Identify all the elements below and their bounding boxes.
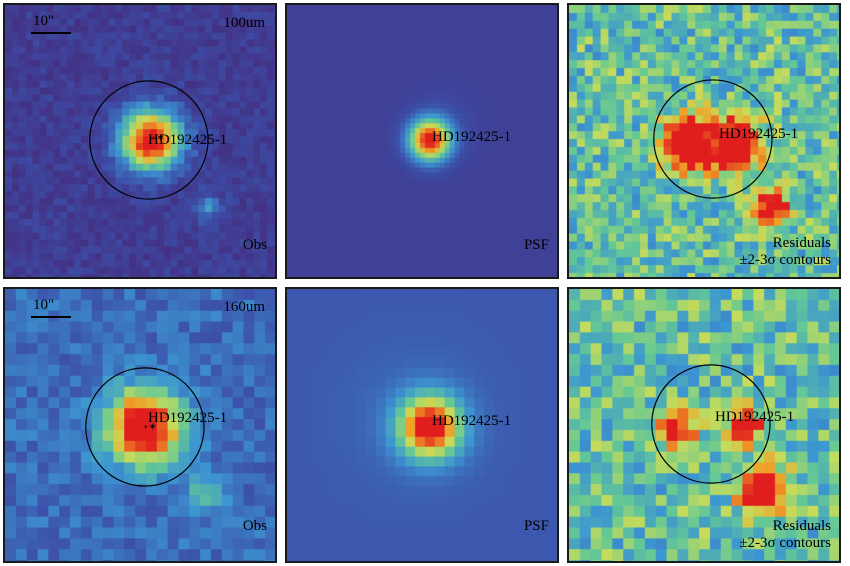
contours-label: ±2-3σ contours (739, 535, 831, 551)
residuals-label: Residuals (772, 518, 831, 534)
psf-label: PSF (523, 518, 549, 534)
band-label: 160um (223, 299, 265, 315)
obs-160um-overlay: +✶ (85, 367, 205, 487)
psf-100um-image (287, 5, 557, 277)
source-marker: +✶ (151, 133, 165, 144)
band-label: 100um (223, 15, 265, 31)
panel-obs-100um: +✶ 10" 100um HD192425-1 Obs (3, 3, 277, 279)
obs-label: Obs (242, 518, 267, 534)
residuals-label: Residuals (772, 235, 831, 251)
scale-bar (31, 32, 71, 34)
obs-100um-overlay: +✶ (89, 80, 209, 200)
residuals-100um-image (569, 5, 839, 277)
target-label: HD192425-1 (148, 410, 228, 426)
target-label: HD192425-1 (432, 413, 512, 429)
panel-residuals-100um: HD192425-1 Residuals ±2-3σ contours (567, 3, 841, 279)
target-label: HD192425-1 (719, 126, 799, 142)
contours-label: ±2-3σ contours (739, 252, 831, 268)
scale-bar (31, 316, 71, 318)
scale-label: 10" (33, 297, 55, 313)
panel-psf-100um: HD192425-1 PSF (285, 3, 559, 279)
psf-160um-image (287, 289, 557, 561)
target-label: HD192425-1 (148, 132, 228, 148)
aperture-circle (85, 367, 205, 487)
residuals-160um-overlay (651, 364, 771, 484)
aperture-circle (89, 80, 209, 200)
panel-residuals-160um: HD192425-1 Residuals ±2-3σ contours (567, 287, 841, 563)
obs-100um-image (5, 5, 275, 277)
source-marker: +✶ (143, 422, 157, 433)
obs-label: Obs (242, 237, 267, 253)
target-label: HD192425-1 (715, 409, 795, 425)
residuals-100um-overlay (653, 79, 773, 199)
aperture-circle (651, 364, 771, 484)
residuals-160um-image (569, 289, 839, 561)
obs-160um-image (5, 289, 275, 561)
psf-label: PSF (523, 237, 549, 253)
scale-label: 10" (33, 13, 55, 29)
panel-obs-160um: +✶ 10" 160um HD192425-1 Obs (3, 287, 277, 563)
aperture-circle (653, 79, 773, 199)
target-label: HD192425-1 (432, 129, 512, 145)
panel-psf-160um: HD192425-1 PSF (285, 287, 559, 563)
